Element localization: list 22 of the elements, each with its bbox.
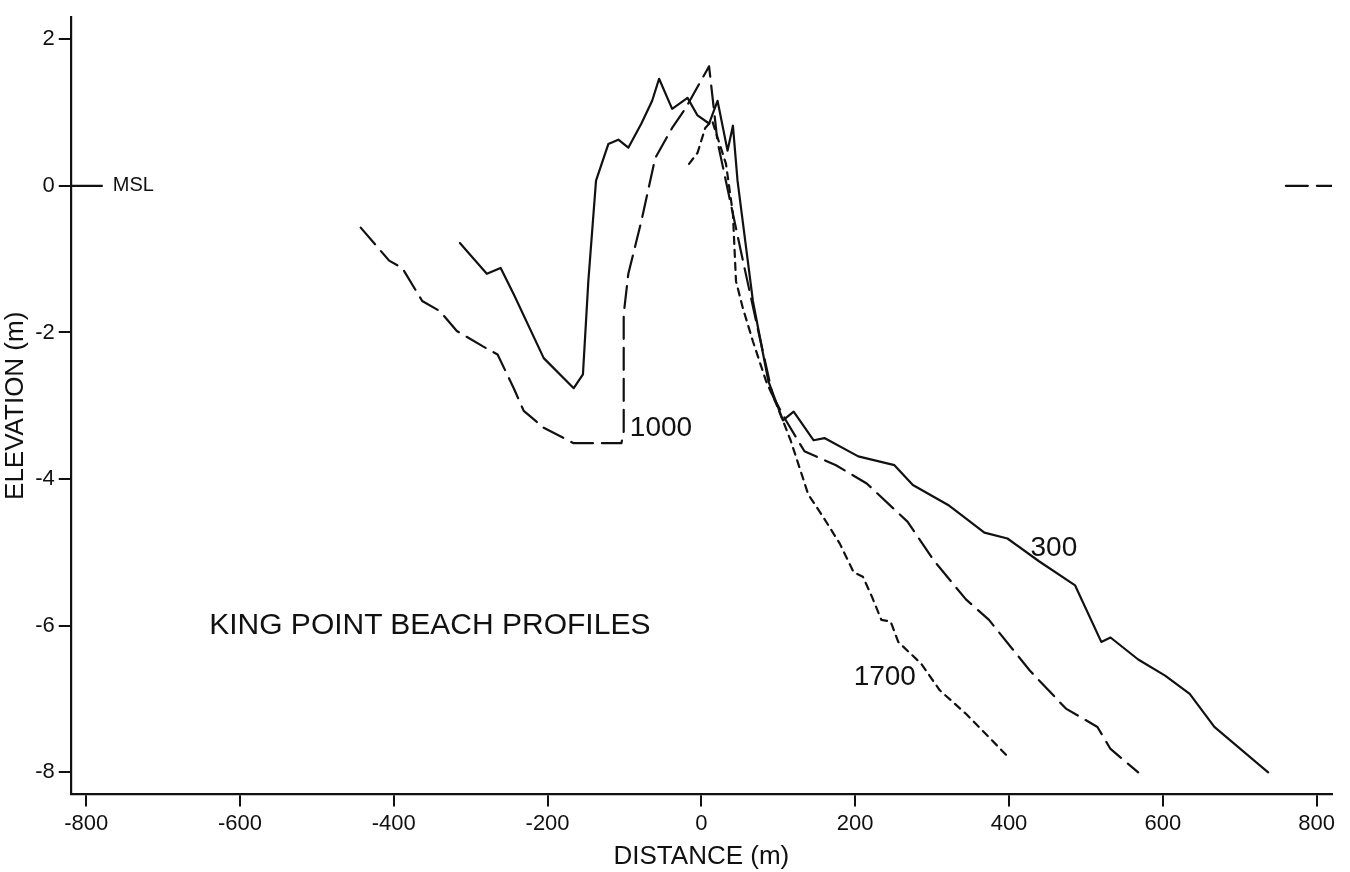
y-tick-label: -2 <box>35 318 55 344</box>
x-tick-label: 800 <box>1298 809 1335 835</box>
x-tick-label: -400 <box>371 809 416 835</box>
series-label: 300 <box>1030 531 1078 563</box>
series-label: 1700 <box>853 659 916 691</box>
series-label: 1000 <box>629 410 693 442</box>
ref-line-label: MSL <box>112 173 154 196</box>
y-axis-title: ELEVATION (m) <box>0 311 29 500</box>
x-tick-label: -600 <box>217 809 262 835</box>
x-axis-title: DISTANCE (m) <box>613 839 790 870</box>
x-tick-label: 200 <box>836 809 874 835</box>
y-tick-label: 0 <box>42 171 55 197</box>
y-tick-label: 2 <box>42 25 55 51</box>
x-tick-label: -200 <box>525 809 570 835</box>
y-tick-label: -8 <box>35 758 55 784</box>
y-tick-label: -6 <box>35 611 55 637</box>
x-tick-label: -800 <box>64 809 109 835</box>
y-tick-label: -4 <box>35 465 55 491</box>
x-tick-label: 600 <box>1144 809 1182 835</box>
x-tick-label: 0 <box>695 809 708 835</box>
text: KING POINT BEACH PROFILES <box>209 607 651 641</box>
x-tick-label: 400 <box>990 809 1028 835</box>
